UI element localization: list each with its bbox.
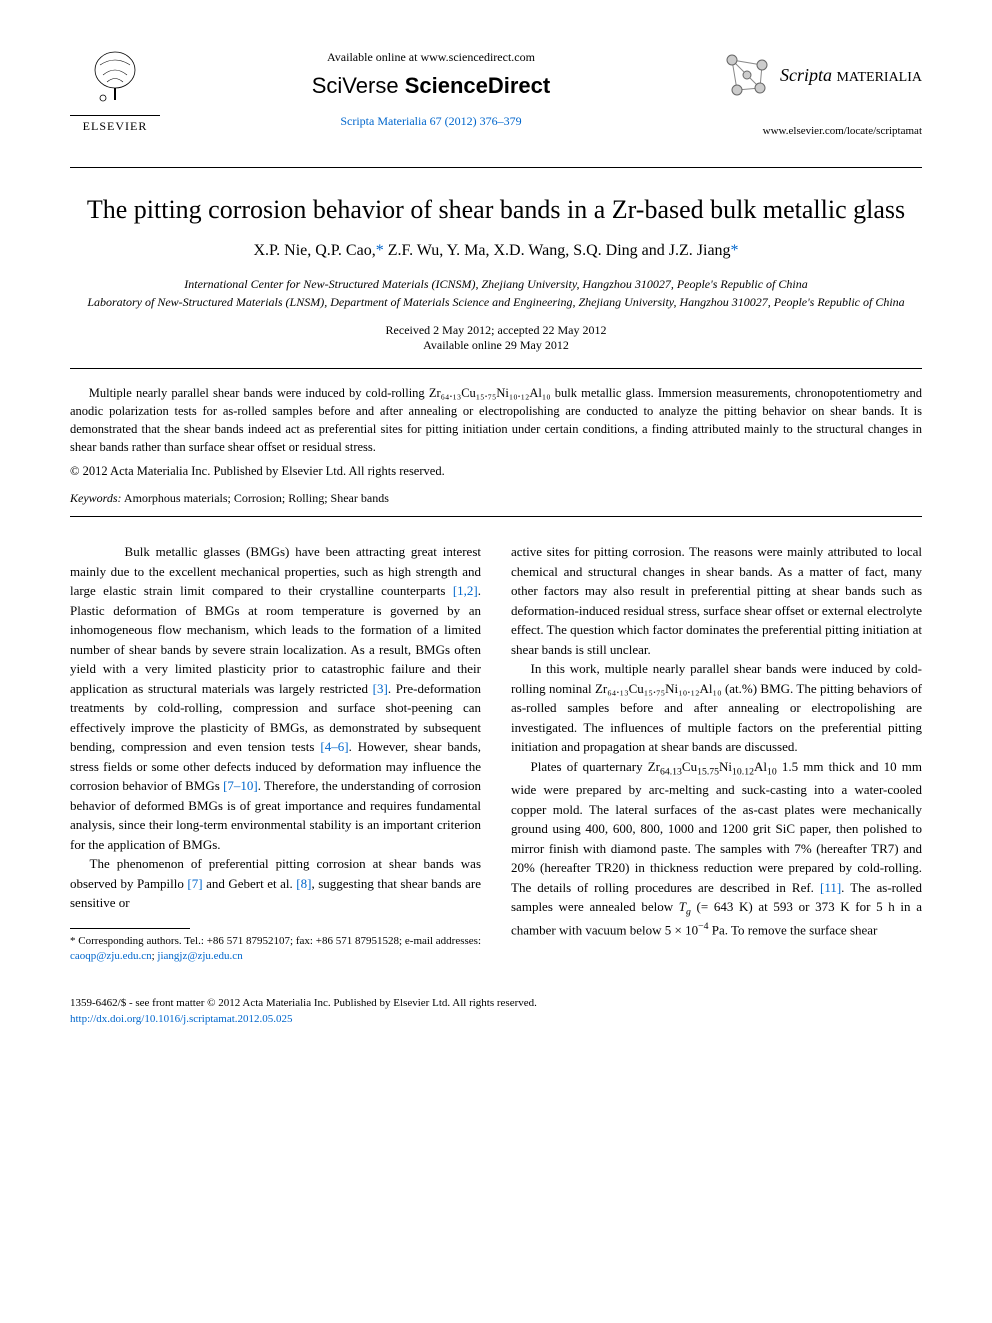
email-link-1[interactable]: caoqp@zju.edu.cn — [70, 950, 152, 962]
body-paragraph: Bulk metallic glasses (BMGs) have been a… — [70, 542, 481, 854]
ref-link[interactable]: [3] — [373, 681, 388, 696]
body-columns: Bulk metallic glasses (BMGs) have been a… — [70, 542, 922, 964]
journal-logo-row: Scripta MATERIALIA — [702, 50, 922, 100]
corresponding-footnote: * Corresponding authors. Tel.: +86 571 8… — [70, 934, 481, 965]
footnote-separator — [70, 928, 190, 929]
network-icon — [722, 50, 772, 100]
issn-copyright-line: 1359-6462/$ - see front matter © 2012 Ac… — [70, 995, 922, 1012]
journal-url[interactable]: www.elsevier.com/locate/scriptamat — [702, 125, 922, 137]
platform-prefix: SciVerse — [312, 73, 399, 98]
column-right: active sites for pitting corrosion. The … — [511, 542, 922, 964]
abstract-text: Multiple nearly parallel shear bands wer… — [70, 384, 922, 457]
ref-link[interactable]: [11] — [820, 880, 841, 895]
journal-name-italic: Scripta — [780, 65, 832, 85]
journal-reference-link[interactable]: Scripta Materialia 67 (2012) 376–379 — [180, 114, 682, 129]
journal-name: Scripta MATERIALIA — [780, 65, 922, 86]
doi-link[interactable]: http://dx.doi.org/10.1016/j.scriptamat.2… — [70, 1013, 293, 1025]
platform-main: ScienceDirect — [405, 73, 551, 98]
copyright-text: © 2012 Acta Materialia Inc. Published by… — [70, 464, 922, 479]
article-title: The pitting corrosion behavior of shear … — [70, 193, 922, 227]
corresponding-marker-2[interactable]: * — [731, 242, 739, 259]
body-paragraph: In this work, multiple nearly parallel s… — [511, 659, 922, 757]
keywords-label: Keywords: — [70, 491, 122, 505]
authors-line: X.P. Nie, Q.P. Cao,* Z.F. Wu, Y. Ma, X.D… — [70, 242, 922, 260]
affiliation-1: International Center for New-Structured … — [70, 275, 922, 293]
journal-logo: Scripta MATERIALIA www.elsevier.com/loca… — [702, 50, 922, 137]
divider — [70, 368, 922, 369]
body-paragraph: active sites for pitting corrosion. The … — [511, 542, 922, 659]
received-accepted-date: Received 2 May 2012; accepted 22 May 201… — [70, 323, 922, 338]
column-left: Bulk metallic glasses (BMGs) have been a… — [70, 542, 481, 964]
affiliation-2: Laboratory of New-Structured Materials (… — [70, 293, 922, 311]
affiliations: International Center for New-Structured … — [70, 275, 922, 311]
author-text: Z.F. Wu, Y. Ma, X.D. Wang, S.Q. Ding and… — [388, 242, 731, 259]
email-link-2[interactable]: jiangjz@zju.edu.cn — [157, 950, 242, 962]
body-paragraph: The phenomenon of preferential pitting c… — [70, 854, 481, 913]
ref-link[interactable]: [7] — [187, 876, 202, 891]
ref-link[interactable]: [1,2] — [453, 583, 478, 598]
publisher-logo: ELSEVIER — [70, 50, 160, 134]
ref-link[interactable]: [4–6] — [320, 739, 348, 754]
divider — [70, 516, 922, 517]
online-date: Available online 29 May 2012 — [70, 338, 922, 353]
keywords-line: Keywords: Amorphous materials; Corrosion… — [70, 491, 922, 506]
corresponding-marker-1[interactable]: * — [376, 242, 384, 259]
available-online-text: Available online at www.sciencedirect.co… — [180, 50, 682, 65]
header-row: ELSEVIER Available online at www.science… — [70, 50, 922, 137]
publisher-name: ELSEVIER — [70, 115, 160, 134]
center-header: Available online at www.sciencedirect.co… — [160, 50, 702, 129]
elsevier-tree-icon — [70, 50, 160, 112]
journal-name-caps: MATERIALIA — [836, 70, 922, 85]
page-footer: 1359-6462/$ - see front matter © 2012 Ac… — [70, 995, 922, 1028]
divider — [70, 167, 922, 168]
footnote-text: * Corresponding authors. Tel.: +86 571 8… — [70, 935, 481, 947]
ref-link[interactable]: [7–10] — [223, 778, 258, 793]
platform-name: SciVerse ScienceDirect — [180, 73, 682, 99]
keywords-text: Amorphous materials; Corrosion; Rolling;… — [122, 491, 389, 505]
ref-link[interactable]: [8] — [296, 876, 311, 891]
author-text: X.P. Nie, Q.P. Cao, — [253, 242, 375, 259]
article-dates: Received 2 May 2012; accepted 22 May 201… — [70, 323, 922, 353]
body-paragraph: Plates of quarternary Zr64.13Cu15.75Ni10… — [511, 757, 922, 940]
